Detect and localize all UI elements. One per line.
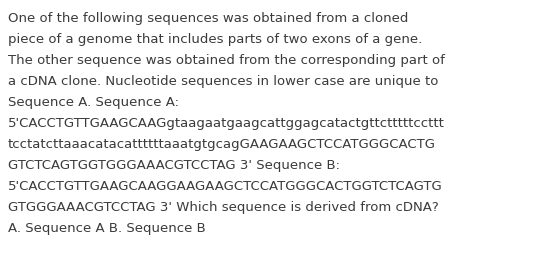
Text: A. Sequence A B. Sequence B: A. Sequence A B. Sequence B: [8, 222, 206, 235]
Text: The other sequence was obtained from the corresponding part of: The other sequence was obtained from the…: [8, 54, 445, 67]
Text: GTCTCAGTGGTGGGAAACGTCCTAG 3' Sequence B:: GTCTCAGTGGTGGGAAACGTCCTAG 3' Sequence B:: [8, 159, 340, 172]
Text: Sequence A. Sequence A:: Sequence A. Sequence A:: [8, 96, 179, 109]
Text: tcctatcttaaacatacattttttaaatgtgcagGAAGAAGCTCCATGGGCACTG: tcctatcttaaacatacattttttaaatgtgcagGAAGAA…: [8, 138, 436, 151]
Text: 5'CACCTGTTGAAGCAAGgtaagaatgaagcattggagcatactgttctttttccttt: 5'CACCTGTTGAAGCAAGgtaagaatgaagcattggagca…: [8, 117, 445, 130]
Text: a cDNA clone. Nucleotide sequences in lower case are unique to: a cDNA clone. Nucleotide sequences in lo…: [8, 75, 439, 88]
Text: GTGGGAAACGTCCTAG 3' Which sequence is derived from cDNA?: GTGGGAAACGTCCTAG 3' Which sequence is de…: [8, 201, 439, 214]
Text: piece of a genome that includes parts of two exons of a gene.: piece of a genome that includes parts of…: [8, 33, 422, 46]
Text: One of the following sequences was obtained from a cloned: One of the following sequences was obtai…: [8, 12, 408, 25]
Text: 5'CACCTGTTGAAGCAAGGAAGAAGCTCCATGGGCACTGGTCTCAGTG: 5'CACCTGTTGAAGCAAGGAAGAAGCTCCATGGGCACTGG…: [8, 180, 442, 193]
